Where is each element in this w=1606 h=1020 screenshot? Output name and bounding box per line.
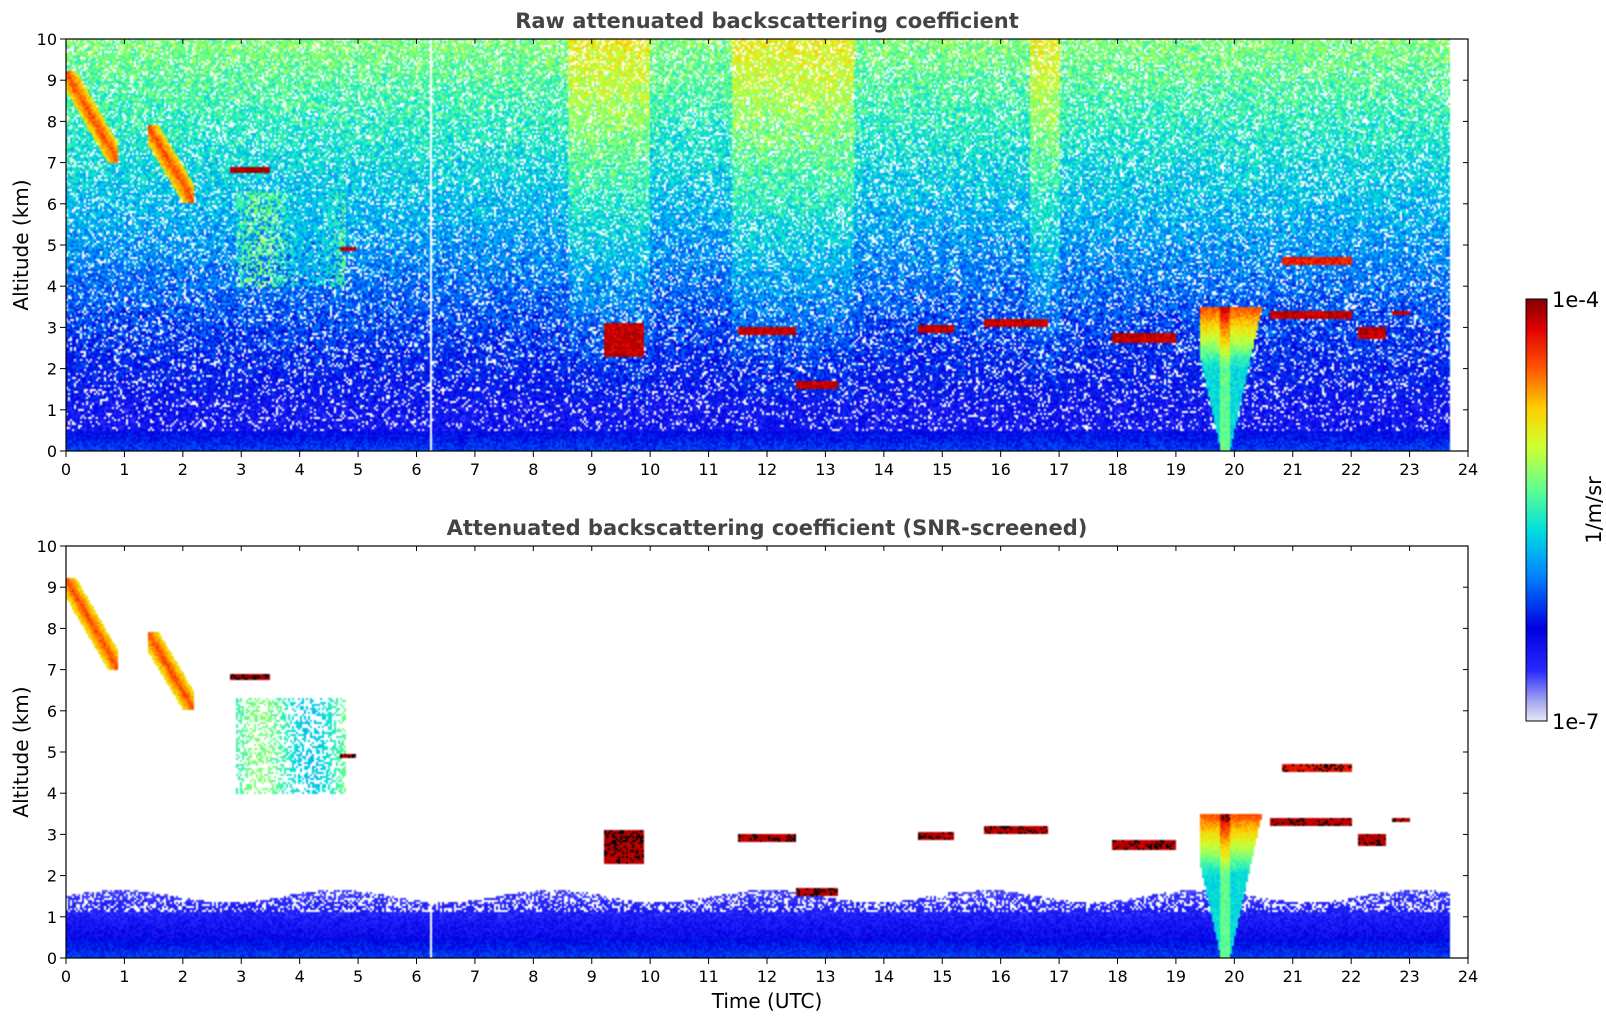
- x-tick-label: 6: [411, 967, 421, 986]
- panel-2-title: Attenuated backscattering coefficient (S…: [447, 516, 1088, 540]
- x-tick-label: 6: [411, 460, 421, 479]
- x-tick-label: 18: [1107, 967, 1127, 986]
- y-tick-label: 3: [47, 825, 57, 844]
- x-tick-label: 8: [528, 460, 538, 479]
- panel-1-heatmap: [66, 39, 1468, 451]
- y-tick-label: 4: [47, 784, 57, 803]
- x-tick-label: 4: [295, 460, 305, 479]
- panel-2-xlabel: Time (UTC): [711, 989, 823, 1013]
- x-tick-label: 24: [1458, 460, 1478, 479]
- x-tick-label: 1: [119, 460, 129, 479]
- colorbar-frame: [1525, 298, 1548, 722]
- panel-2-heatmap-image: [66, 546, 1468, 958]
- x-tick-label: 20: [1224, 460, 1244, 479]
- x-tick-label: 11: [698, 460, 718, 479]
- y-tick-label: 1: [47, 401, 57, 420]
- x-tick-label: 9: [587, 460, 597, 479]
- y-tick-label: 8: [47, 619, 57, 638]
- y-tick-label: 7: [47, 661, 57, 680]
- x-tick-label: 5: [353, 967, 363, 986]
- x-tick-label: 0: [61, 967, 71, 986]
- colorbar-unit-label: 1/m/sr: [1582, 476, 1606, 544]
- x-tick-label: 12: [757, 460, 777, 479]
- colorbar-gradient: [1526, 299, 1547, 721]
- colorbar: 1e-4 1e-7 1/m/sr: [1525, 288, 1606, 734]
- x-tick-label: 10: [640, 460, 660, 479]
- x-tick-label: 4: [295, 967, 305, 986]
- colorbar-min-label: 1e-7: [1552, 710, 1599, 734]
- x-tick-label: 8: [528, 967, 538, 986]
- y-tick-label: 2: [47, 360, 57, 379]
- panel-1-title: Raw attenuated backscattering coefficien…: [515, 9, 1019, 33]
- x-tick-label: 7: [470, 460, 480, 479]
- x-tick-label: 23: [1399, 967, 1419, 986]
- colorbar-max-label: 1e-4: [1552, 288, 1599, 312]
- x-tick-label: 1: [119, 967, 129, 986]
- x-tick-label: 15: [932, 460, 952, 479]
- x-tick-label: 19: [1166, 460, 1186, 479]
- x-tick-label: 13: [815, 460, 835, 479]
- x-tick-label: 17: [1049, 460, 1069, 479]
- panel-2-ylabel: Altitude (km): [9, 686, 33, 817]
- y-tick-label: 5: [47, 236, 57, 255]
- y-tick-label: 0: [47, 442, 57, 461]
- x-tick-label: 3: [236, 967, 246, 986]
- x-tick-label: 13: [815, 967, 835, 986]
- x-tick-label: 23: [1399, 460, 1419, 479]
- x-tick-label: 17: [1049, 967, 1069, 986]
- x-tick-label: 10: [640, 967, 660, 986]
- panel-raw: Raw attenuated backscattering coefficien…: [9, 9, 1478, 479]
- y-tick-label: 6: [47, 195, 57, 214]
- panel-2-x-ticks: 0 1 2 3 4 5 6 7 8 9 10 11 12 13 14 15 16 17 18 19 20 21 22 23 24: [61, 546, 1478, 986]
- y-tick-label: 6: [47, 702, 57, 721]
- x-tick-label: 12: [757, 967, 777, 986]
- x-tick-label: 5: [353, 460, 363, 479]
- x-tick-label: 21: [1283, 967, 1303, 986]
- panel-1-ylabel: Altitude (km): [9, 179, 33, 310]
- y-tick-label: 9: [47, 71, 57, 90]
- y-tick-label: 10: [37, 30, 57, 49]
- x-tick-label: 22: [1341, 460, 1361, 479]
- x-tick-label: 24: [1458, 967, 1478, 986]
- y-tick-label: 10: [37, 537, 57, 556]
- y-tick-label: 9: [47, 578, 57, 597]
- panel-2-y-ticks: 0 1 2 3 4 5 6 7 8 9 10: [37, 537, 1468, 968]
- y-tick-label: 5: [47, 743, 57, 762]
- x-tick-label: 14: [874, 967, 894, 986]
- y-tick-label: 7: [47, 154, 57, 173]
- x-tick-label: 2: [178, 460, 188, 479]
- y-tick-label: 3: [47, 318, 57, 337]
- x-tick-label: 21: [1283, 460, 1303, 479]
- x-tick-label: 16: [990, 460, 1010, 479]
- x-tick-label: 14: [874, 460, 894, 479]
- y-tick-label: 1: [47, 908, 57, 927]
- x-tick-label: 9: [587, 967, 597, 986]
- x-tick-label: 19: [1166, 967, 1186, 986]
- panel-1-heatmap-image: [66, 39, 1468, 451]
- x-tick-label: 0: [61, 460, 71, 479]
- x-tick-label: 15: [932, 967, 952, 986]
- panel-2-heatmap: [66, 546, 1468, 958]
- x-tick-label: 20: [1224, 967, 1244, 986]
- x-tick-label: 18: [1107, 460, 1127, 479]
- x-tick-label: 16: [990, 967, 1010, 986]
- x-tick-label: 3: [236, 460, 246, 479]
- y-tick-label: 0: [47, 949, 57, 968]
- y-tick-label: 8: [47, 112, 57, 131]
- x-tick-label: 11: [698, 967, 718, 986]
- x-tick-label: 22: [1341, 967, 1361, 986]
- x-tick-label: 2: [178, 967, 188, 986]
- panel-1-x-ticks: 0 1 2 3 4 5 6 7 8 9 10 11 12 13 14 15 16 17 18 19 20 21 22 23 24: [61, 39, 1478, 479]
- x-tick-label: 7: [470, 967, 480, 986]
- y-tick-label: 2: [47, 867, 57, 886]
- y-tick-label: 4: [47, 277, 57, 296]
- panel-screened: Attenuated backscattering coefficient (S…: [9, 516, 1478, 1013]
- panel-1-y-ticks: 0 1 2 3 4 5 6 7 8 9 10: [37, 30, 1468, 461]
